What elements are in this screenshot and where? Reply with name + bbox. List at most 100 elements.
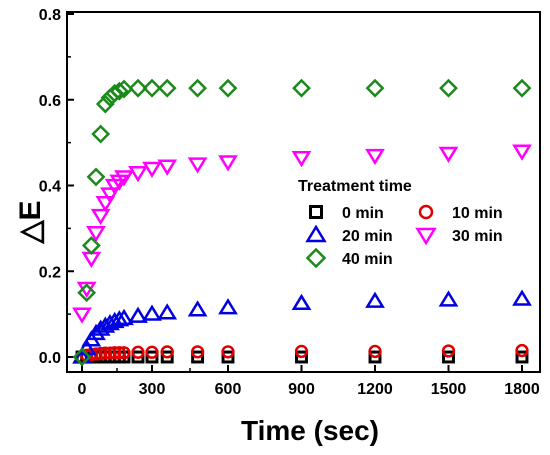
legend-marker [305,224,327,243]
x-tick-label: 1200 [357,381,393,398]
data-point [365,78,385,98]
data-point [109,310,130,327]
data-point [442,350,455,364]
data-point [112,346,126,360]
data-point [294,344,309,359]
series-40-min [72,78,532,367]
data-point [368,350,382,364]
data-point [128,165,148,183]
data-point [77,283,97,303]
legend-label: 30 min [452,228,503,245]
x-axis-title: Time (sec) [241,415,379,446]
data-point [142,161,162,178]
data-point [128,78,148,98]
data-point [365,291,385,308]
data-point [187,300,208,317]
data-point [187,157,208,174]
data-point [91,124,111,144]
data-point [191,350,205,364]
data-point [103,346,117,360]
data-point [95,94,115,114]
data-point [160,350,174,364]
data-point [81,236,101,255]
plot-layer: 0.0 0.2 0.4 0.6 0.8 0 300 600 900 1200 1500 1800 0 m… [39,7,541,398]
legend-title: Treatment time [298,178,412,195]
series-20-min [72,289,532,364]
legend: 0 min 10 min 20 min 30 min 40 min [305,204,503,269]
data-point [218,78,238,98]
x-tick-label: 1800 [504,381,540,398]
data-point [131,345,145,359]
data-point [117,346,131,360]
legend-marker [415,227,437,246]
data-point [368,344,382,359]
data-point [221,345,235,359]
y-tick-label: 0.2 [39,264,61,281]
data-point [157,78,177,98]
data-point [441,344,456,358]
data-point [160,345,174,359]
data-point [145,345,159,359]
data-point [72,307,92,324]
data-point [218,155,238,172]
legend-label: 0 min [342,205,384,222]
data-point [145,350,159,364]
data-point [157,159,178,176]
data-point [100,187,120,204]
data-point [86,167,106,187]
y-axis-title: △E [14,200,47,244]
data-point [438,146,459,163]
data-point [218,298,238,315]
data-point [515,350,529,364]
y-tick-label: 0.6 [39,93,61,110]
data-point [157,303,178,320]
legend-marker [309,205,323,219]
data-point [128,306,148,323]
data-point [131,350,145,364]
legend-label: 10 min [452,205,503,222]
data-point [142,78,162,98]
data-point [188,78,208,98]
x-tick-label: 300 [139,381,166,398]
data-point [98,346,112,360]
x-tick-label: 1500 [431,381,467,398]
data-point [90,208,111,226]
x-tick-label: 600 [215,381,242,398]
data-point [108,346,122,360]
y-tick-label: 0.4 [39,179,61,196]
data-point [95,196,116,213]
data-point [512,144,532,161]
data-point [291,293,312,311]
data-point [515,343,529,358]
plot-frame [66,11,541,373]
data-point [114,170,134,187]
data-point [438,290,459,307]
data-point [221,350,235,364]
data-point [512,78,532,98]
y-tick-label: 0.0 [39,350,61,367]
data-point [365,148,385,166]
data-point [142,304,162,321]
data-point [190,345,205,359]
legend-label: 40 min [342,251,393,268]
data-point [292,78,311,98]
data-point [72,347,92,367]
data-point [512,289,532,306]
data-point [109,81,129,101]
data-point [86,226,106,243]
data-point [439,78,458,98]
legend-label: 20 min [342,228,393,245]
data-point [114,79,134,99]
legend-marker [418,204,434,220]
data-point [114,308,134,326]
legend-marker [305,247,327,269]
y-tick-label: 0.8 [39,7,61,24]
series-30-min [72,144,532,324]
x-tick-label: 0 [78,381,87,398]
data-point [291,150,312,168]
data-point [72,347,92,364]
x-tick-label: 900 [288,381,315,398]
data-point [295,350,308,364]
